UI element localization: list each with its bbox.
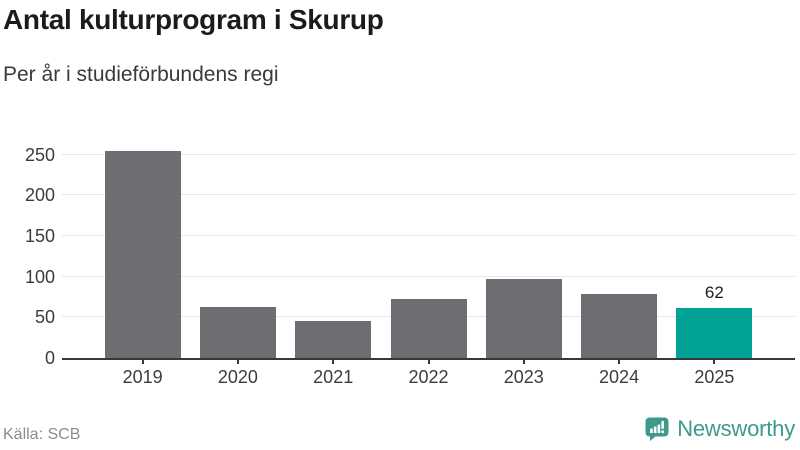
y-axis: 0 50 100 150 200 250 <box>0 0 55 450</box>
bar-2023 <box>485 279 562 358</box>
newsworthy-wordmark: Newsworthy <box>677 416 795 441</box>
bar-2020 <box>199 306 276 358</box>
x-tick-2023 <box>522 359 525 364</box>
bar-2019 <box>104 151 181 358</box>
y-tick-label-150: 150 <box>24 225 55 246</box>
gridline-100 <box>62 275 795 277</box>
x-tick-label-2024: 2024 <box>599 367 640 387</box>
x-tick-label-2023: 2023 <box>503 367 544 387</box>
x-tick-2025 <box>713 359 716 364</box>
value-label-2025: 62 <box>704 282 724 302</box>
x-tick-2021 <box>332 359 335 364</box>
newsworthy-speech-bubble-bar-chart-icon <box>644 416 670 442</box>
y-tick-label-250: 250 <box>24 144 55 165</box>
chart-subtitle: Per år i studieförbundens regi <box>3 63 279 86</box>
x-tick-label-2022: 2022 <box>408 367 449 387</box>
y-tick-label-100: 100 <box>24 266 55 287</box>
chart-title: Antal kulturprogram i Skurup <box>3 4 384 35</box>
x-tick-label-2019: 2019 <box>122 367 163 387</box>
x-tick-label-2025: 2025 <box>694 367 735 387</box>
bar-2024 <box>581 293 658 358</box>
gridline-250 <box>62 153 795 155</box>
gridline-150 <box>62 235 795 236</box>
x-tick-2019 <box>141 359 144 364</box>
bar-2021 <box>295 320 372 358</box>
x-tick-2022 <box>427 359 430 364</box>
y-tick-label-0: 0 <box>44 348 55 368</box>
source-label: Källa: SCB <box>3 426 81 443</box>
newsworthy-logo: Newsworthy <box>644 414 795 444</box>
y-tick-label-200: 200 <box>24 185 55 206</box>
bar-2022 <box>390 299 467 358</box>
x-tick-2024 <box>618 359 621 364</box>
x-tick-label-2020: 2020 <box>217 367 258 387</box>
x-tick-label-2021: 2021 <box>313 367 354 387</box>
x-axis-line <box>62 358 795 360</box>
y-tick-label-50: 50 <box>34 307 55 328</box>
plot-area: 2019 2020 2021 2022 2023 2024 2025 62 <box>62 140 795 387</box>
bar-2025 <box>676 307 753 358</box>
x-tick-2020 <box>236 359 239 364</box>
gridline-200 <box>62 194 795 196</box>
